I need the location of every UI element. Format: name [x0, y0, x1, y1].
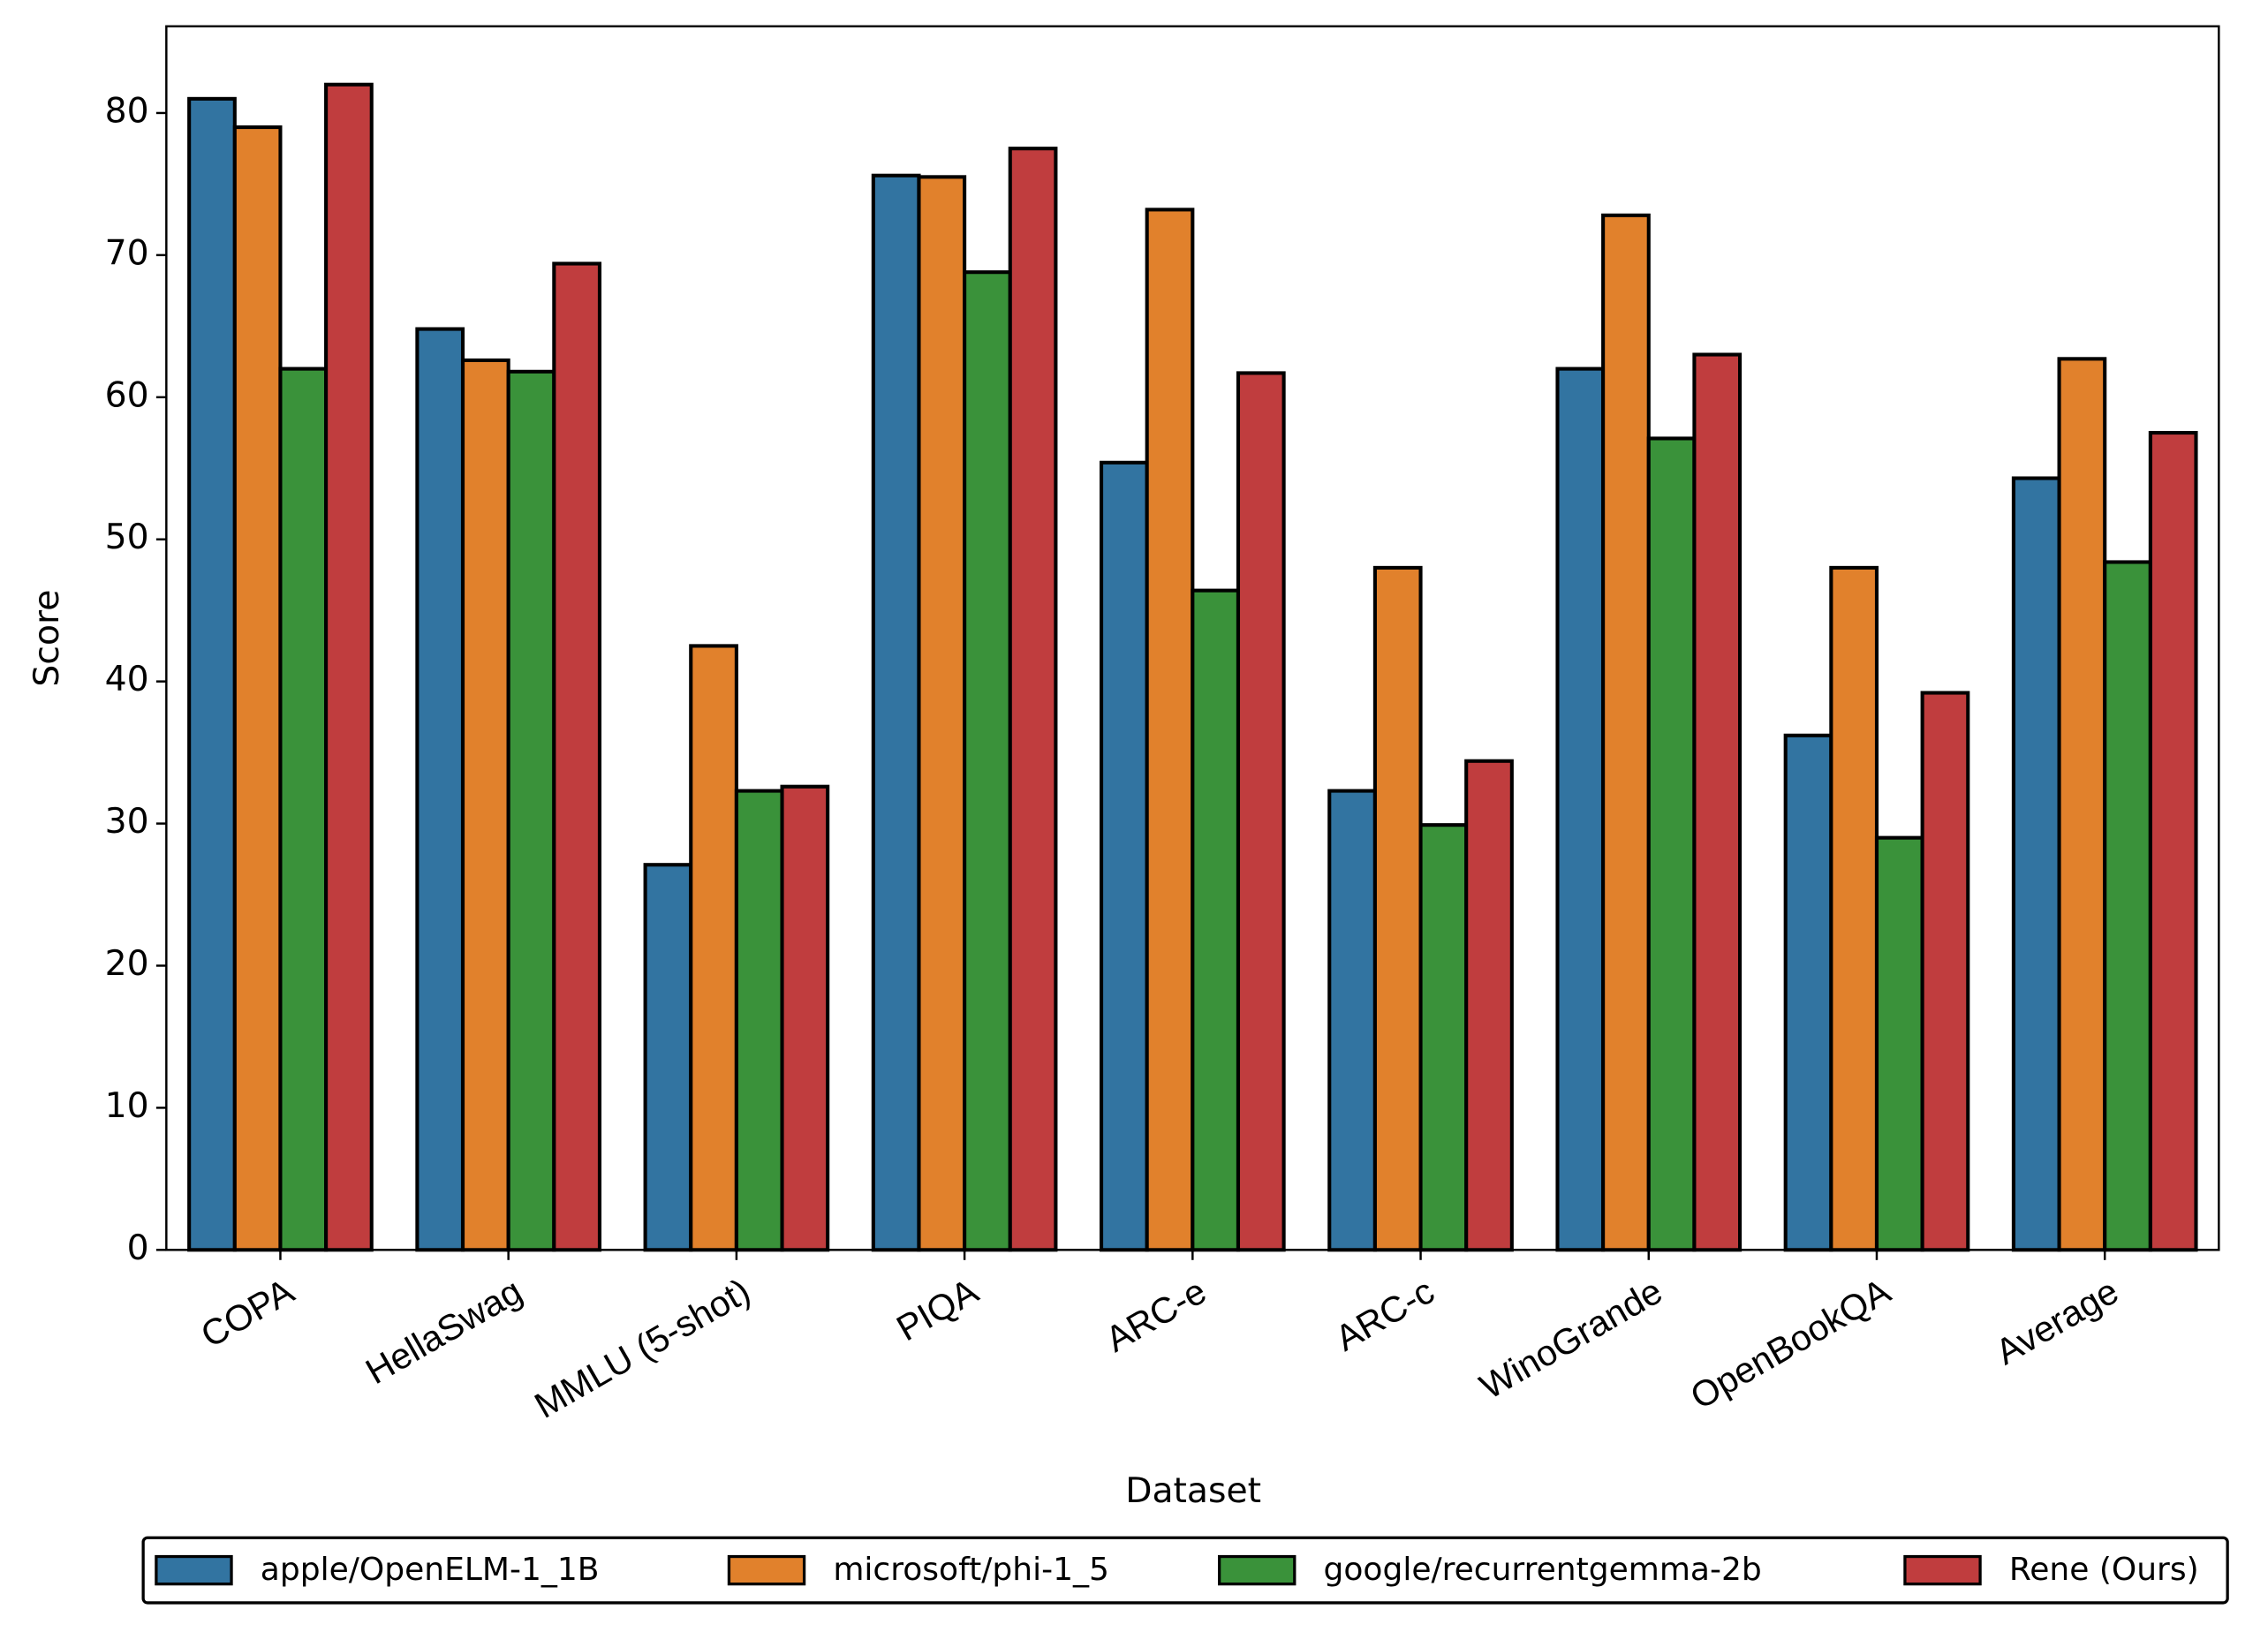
legend-label: google/recurrentgemma-2b — [1324, 1552, 1762, 1588]
x-tick-label: HellaSwag — [359, 1271, 528, 1393]
y-tick-label: 30 — [105, 802, 149, 842]
bar — [324, 82, 374, 1252]
bar — [1418, 823, 1469, 1252]
legend-box — [141, 1536, 2229, 1605]
bar — [2057, 357, 2107, 1252]
bar — [1236, 371, 1286, 1252]
legend-label: microsoft/phi-1_5 — [833, 1552, 1109, 1588]
bar — [689, 644, 738, 1252]
x-tick-label: ARC-c — [1328, 1271, 1440, 1359]
legend-swatch — [1903, 1554, 1982, 1586]
y-tick-label: 0 — [127, 1228, 149, 1268]
x-axis-label: Dataset — [1125, 1471, 1261, 1511]
y-tick-label: 10 — [105, 1086, 149, 1126]
bar — [415, 327, 465, 1252]
bar — [734, 789, 784, 1252]
legend-swatch — [1217, 1554, 1297, 1586]
y-tick-label: 20 — [105, 944, 149, 984]
bar — [871, 173, 921, 1252]
bar — [1555, 366, 1606, 1252]
x-tick-label: MMLU (5-shot) — [528, 1271, 757, 1426]
x-tick-label: COPA — [194, 1270, 301, 1356]
y-tick-label: 80 — [105, 91, 149, 131]
x-tick-label: PIQA — [889, 1270, 985, 1349]
bar — [1191, 588, 1241, 1252]
plot-frame — [165, 25, 2220, 1251]
bar — [1008, 147, 1058, 1252]
bar — [1099, 460, 1149, 1252]
x-tick-label: ARC-e — [1099, 1271, 1213, 1360]
bar — [552, 261, 602, 1252]
bar — [187, 96, 237, 1252]
bar — [1692, 352, 1743, 1252]
bar — [1601, 213, 1651, 1252]
bar — [1829, 565, 1879, 1252]
bar — [2148, 430, 2198, 1252]
bar — [1874, 835, 1924, 1252]
bar — [1327, 789, 1377, 1252]
bar — [1145, 208, 1195, 1252]
bar — [1646, 436, 1697, 1252]
y-tick-label: 70 — [105, 233, 149, 273]
bar — [1920, 691, 1970, 1252]
legend-swatch — [727, 1554, 806, 1586]
bar — [963, 270, 1012, 1252]
legend-label: apple/OpenELM-1_1B — [261, 1552, 600, 1588]
bar — [780, 784, 830, 1252]
legend-swatch — [155, 1554, 233, 1586]
bar — [460, 358, 510, 1252]
y-tick-label: 60 — [105, 375, 149, 415]
y-tick-label: 40 — [105, 660, 149, 699]
bar — [278, 366, 329, 1252]
bar — [2103, 560, 2152, 1252]
bar — [917, 175, 967, 1252]
bar — [1464, 759, 1514, 1252]
x-tick-label: WinoGrande — [1473, 1271, 1669, 1408]
legend-label: Rene (Ours) — [2009, 1552, 2199, 1588]
bar — [643, 863, 693, 1252]
bar — [232, 125, 283, 1252]
bar — [2011, 476, 2061, 1252]
y-tick-label: 50 — [105, 518, 149, 557]
y-axis-label: Score — [27, 590, 67, 687]
bar — [1783, 733, 1833, 1252]
x-tick-label: Average — [1989, 1271, 2125, 1373]
bar — [1372, 565, 1423, 1252]
x-tick-label: OpenBookQA — [1683, 1270, 1897, 1417]
bar — [506, 369, 556, 1252]
